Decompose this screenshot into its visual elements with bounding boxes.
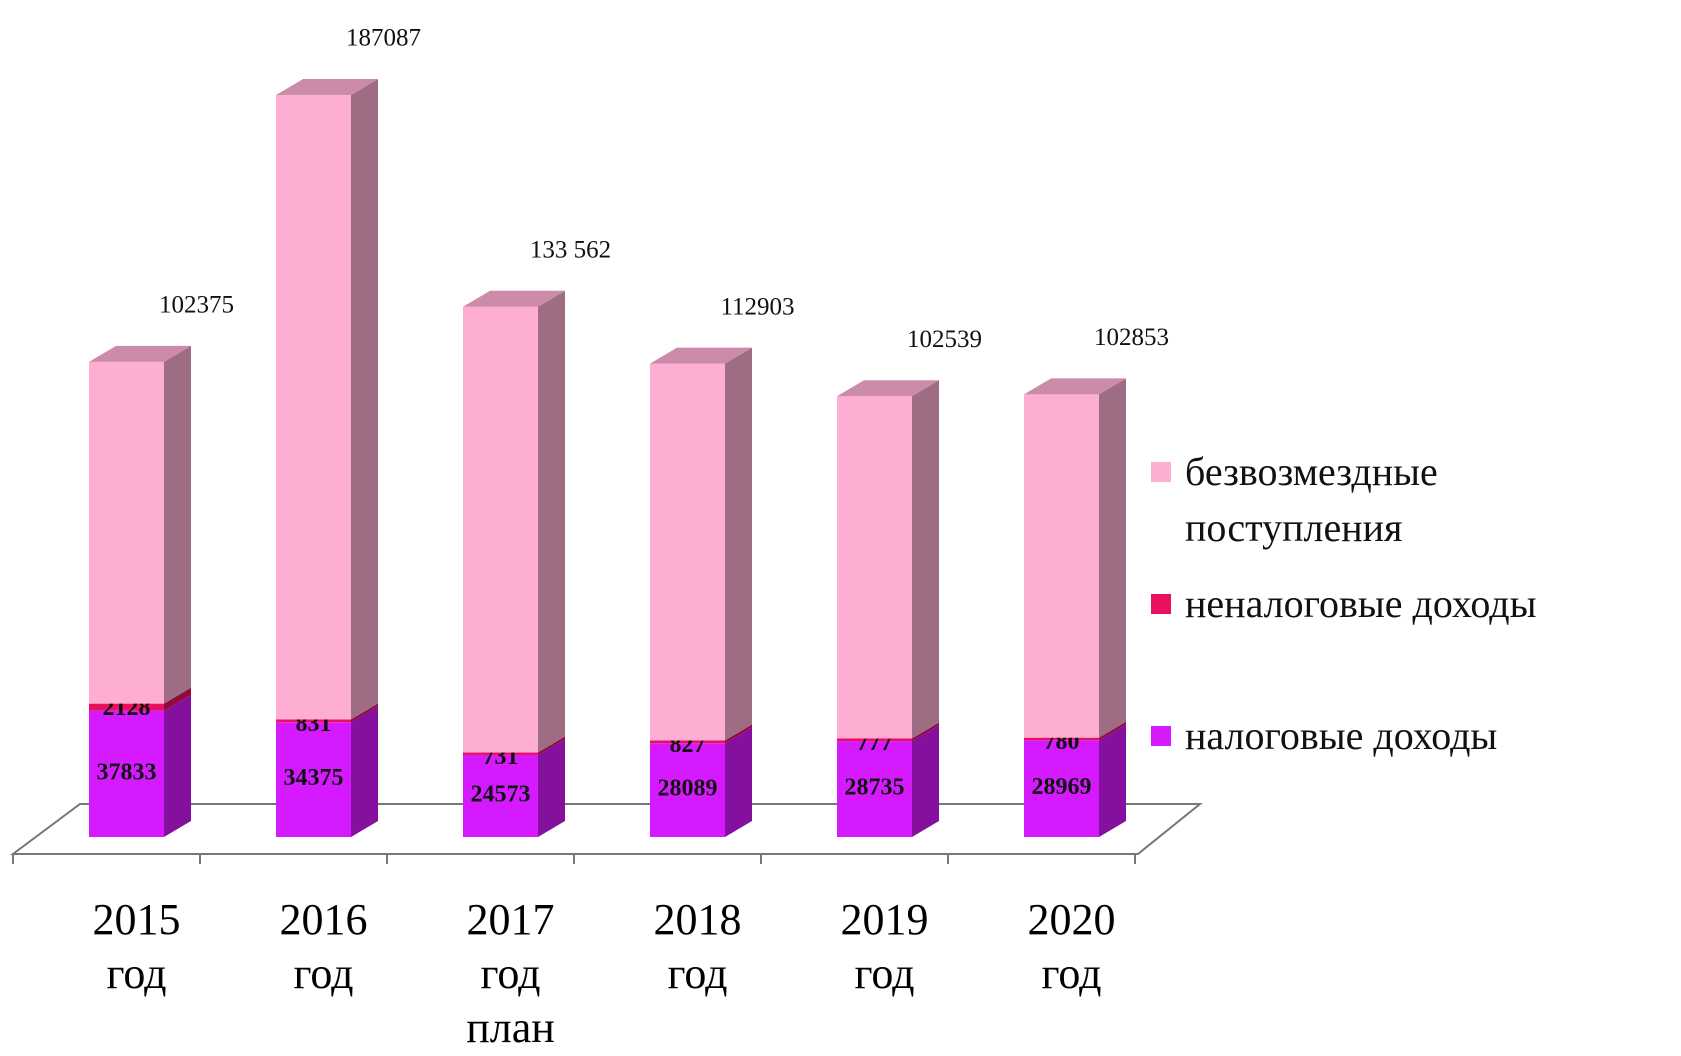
- data-label: 102375: [159, 292, 234, 319]
- bar-side: [351, 706, 378, 837]
- bar-side: [164, 687, 191, 711]
- legend-swatch: [1151, 594, 1171, 614]
- x-tick-label: 2020 год: [1027, 895, 1116, 998]
- bar-side: [1099, 378, 1126, 738]
- legend-entry: безвозмездные поступления: [1151, 444, 1655, 556]
- legend-entry: неналоговые доходы: [1151, 576, 1655, 632]
- data-label: 34375: [284, 765, 344, 791]
- legend-swatch: [1151, 462, 1171, 482]
- data-label: 24573: [471, 781, 531, 807]
- bar: [837, 396, 912, 739]
- bar-top: [1024, 378, 1126, 395]
- bar-side: [538, 290, 565, 753]
- bar-side: [912, 722, 939, 742]
- bar: [89, 361, 164, 704]
- bar: [650, 363, 725, 741]
- bar: [1024, 737, 1099, 741]
- bar: [463, 752, 538, 755]
- floor: [9, 803, 1203, 855]
- data-label: 28735: [845, 775, 905, 801]
- bar-side: [538, 738, 565, 837]
- bar-side: [164, 694, 191, 837]
- bar-side: [351, 703, 378, 723]
- data-label: 28089: [658, 776, 718, 802]
- bar-side: [1099, 721, 1126, 741]
- bar: [89, 710, 164, 837]
- legend-label: безвозмездные поступления: [1185, 449, 1438, 550]
- bar-side: [351, 79, 378, 720]
- bar: [837, 741, 912, 837]
- bar: [463, 306, 538, 753]
- data-label: 112903: [720, 293, 794, 320]
- bar: [837, 738, 912, 742]
- bar-side: [725, 727, 752, 837]
- bar-side: [1099, 724, 1126, 837]
- bar: [1024, 740, 1099, 837]
- bar-top: [463, 290, 565, 307]
- x-tick-label: 2015 год: [92, 895, 181, 998]
- bar: [650, 743, 725, 837]
- legend-entry: налоговые доходы: [1151, 708, 1655, 764]
- bar: [276, 719, 351, 723]
- bar: [463, 754, 538, 837]
- legend-swatch: [1151, 726, 1171, 746]
- x-tick-label: 2019 год: [840, 895, 929, 998]
- bar-side: [912, 725, 939, 837]
- bar-top: [650, 347, 752, 364]
- bar-side: [538, 736, 565, 755]
- bar-side: [725, 347, 752, 741]
- data-label: 28969: [1032, 774, 1092, 800]
- x-tick-label: 2016 год: [279, 895, 368, 998]
- data-label: 187087: [346, 25, 421, 52]
- bar: [1024, 394, 1099, 738]
- x-tick-label: 2018 год: [653, 895, 742, 998]
- data-label: 37833: [97, 759, 157, 785]
- bar: [276, 722, 351, 837]
- bar-side: [164, 345, 191, 704]
- bar-top: [89, 345, 191, 362]
- bar-side: [912, 380, 939, 739]
- bar: [89, 703, 164, 711]
- bar-top: [276, 79, 378, 95]
- x-tick-label: 2017 год план: [466, 895, 555, 1052]
- legend-label: налоговые доходы: [1185, 713, 1498, 758]
- data-label: 102853: [1094, 324, 1169, 351]
- bar: [276, 95, 351, 720]
- bar-top: [837, 380, 939, 397]
- bar: [650, 740, 725, 744]
- bar-side: [725, 724, 752, 744]
- legend-label: неналоговые доходы: [1185, 581, 1537, 626]
- data-label: 102539: [907, 326, 982, 353]
- data-label: 133 562: [530, 236, 611, 263]
